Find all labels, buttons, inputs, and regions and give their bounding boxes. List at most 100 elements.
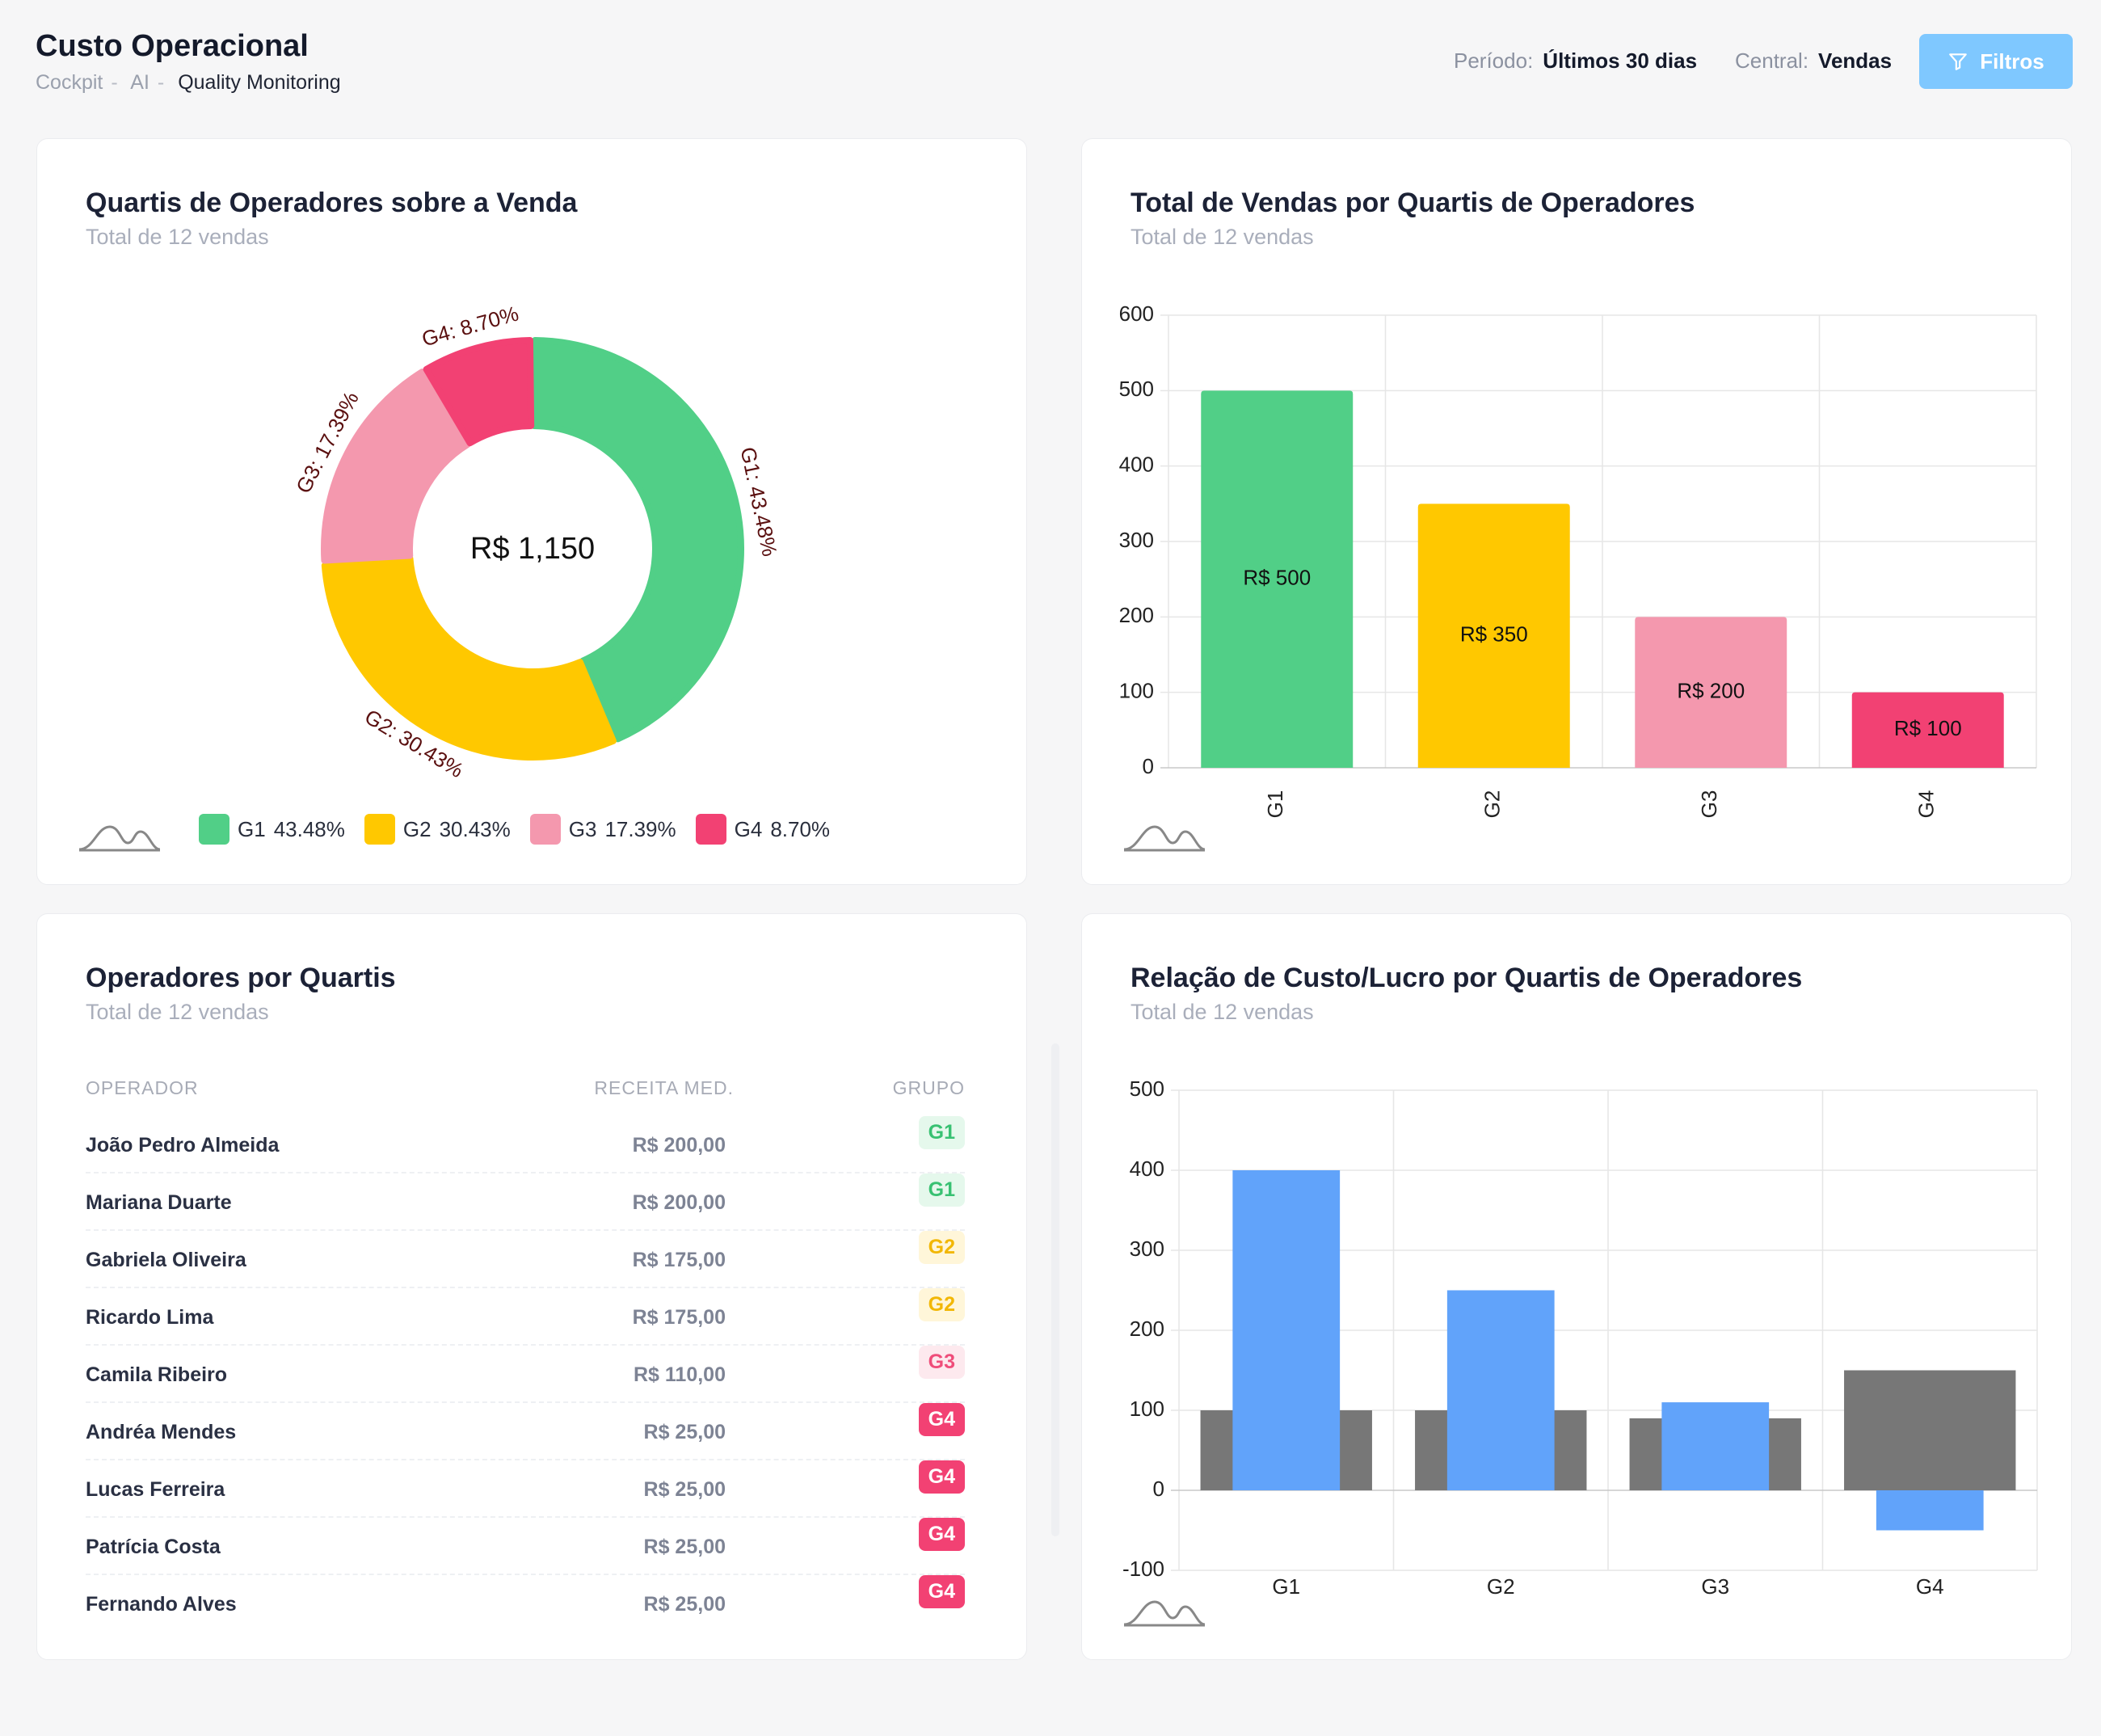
y-tick-label: 200 [1119, 603, 1154, 627]
y-tick-label: 0 [1153, 1477, 1164, 1501]
breadcrumb-item-cockpit[interactable]: Cockpit [36, 71, 103, 94]
table-row[interactable]: Lucas Ferreira R$ 25,00 G4 [86, 1460, 965, 1518]
x-tick-label: G4 [1914, 790, 1939, 819]
profit-bar-g3 [1661, 1402, 1770, 1490]
card-title: Total de Vendas por Quartis de Operadore… [1130, 188, 1695, 218]
y-tick-label: 100 [1130, 1397, 1164, 1421]
brand-wave-icon [78, 825, 161, 852]
page-title: Custo Operacional [36, 29, 309, 63]
table-row[interactable]: João Pedro Almeida R$ 200,00 G1 [86, 1116, 965, 1173]
y-tick-label: 500 [1130, 1077, 1164, 1101]
cost-profit-card: Relação de Custo/Lucro por Quartis de Op… [1081, 913, 2072, 1660]
operator-name: Mariana Duarte [86, 1191, 232, 1214]
profit-bar-g1 [1232, 1170, 1341, 1490]
period-selector[interactable]: Período: Últimos 30 dias [1454, 48, 1697, 74]
column-header-revenue[interactable]: RECEITA MED. [594, 1077, 734, 1098]
donut-slice-g3 [321, 369, 471, 564]
y-tick-label: 400 [1130, 1157, 1164, 1181]
legend-item-g2[interactable]: G2 30.43% [364, 814, 511, 845]
x-tick-label: G1 [1272, 1574, 1300, 1599]
breadcrumb: Cockpit - AI - Quality Monitoring [36, 71, 349, 95]
bar-g4 [1851, 692, 2004, 768]
bar-data-label: R$ 100 [1894, 716, 1962, 740]
operator-name: João Pedro Almeida [86, 1134, 280, 1157]
table-row[interactable]: Patrícia Costa R$ 25,00 G4 [86, 1518, 965, 1575]
operator-name: Andréa Mendes [86, 1421, 237, 1443]
legend-swatch [364, 814, 395, 845]
sales-bar-chart: 0 100 200 300 400 500 600 R$ 500 G1 R$ 350 G2 R$ 20… [1119, 301, 2037, 819]
operator-revenue: R$ 200,00 [632, 1191, 726, 1214]
legend-pct: 17.39% [604, 816, 676, 841]
table-row[interactable]: Mariana Duarte R$ 200,00 G1 [86, 1173, 965, 1231]
operator-revenue: R$ 175,00 [632, 1306, 726, 1329]
brand-wave-icon [1123, 1600, 1206, 1627]
operator-revenue: R$ 25,00 [643, 1536, 726, 1558]
legend-label: G4 [734, 816, 763, 841]
operator-revenue: R$ 25,00 [643, 1593, 726, 1616]
bar-g2 [1417, 504, 1570, 768]
legend-item-g3[interactable]: G3 17.39% [529, 814, 676, 845]
filters-button[interactable]: Filtros [1919, 34, 2073, 89]
y-tick-label: 500 [1119, 377, 1154, 401]
card-subtitle: Total de 12 vendas [86, 1000, 269, 1024]
breadcrumb-separator: - [157, 71, 165, 94]
x-tick-label: G1 [1263, 790, 1287, 819]
breadcrumb-separator: - [111, 71, 118, 94]
operator-revenue: R$ 175,00 [632, 1249, 726, 1271]
table-scrollbar[interactable] [1051, 1043, 1059, 1536]
table-row[interactable]: Ricardo Lima R$ 175,00 G2 [86, 1288, 965, 1346]
card-title: Quartis de Operadores sobre a Venda [86, 188, 578, 218]
breadcrumb-item-ai[interactable]: AI [130, 71, 149, 94]
x-tick-label: G3 [1701, 1574, 1729, 1599]
bar-g1 [1201, 390, 1354, 768]
donut-slice-g2 [321, 555, 617, 761]
table-row[interactable]: Gabriela Oliveira R$ 175,00 G2 [86, 1231, 965, 1288]
page-header: Custo Operacional Cockpit - AI - Quality M… [0, 0, 2101, 121]
legend-label: G3 [568, 816, 597, 841]
x-tick-label: G3 [1697, 790, 1721, 819]
operator-name: Gabriela Oliveira [86, 1249, 246, 1271]
group-badge: G2 [918, 1231, 965, 1264]
column-header-operator[interactable]: OPERADOR [86, 1077, 199, 1098]
operator-name: Ricardo Lima [86, 1306, 214, 1329]
legend-item-g1[interactable]: G1 43.48% [199, 814, 345, 845]
period-label: Período: [1454, 48, 1534, 73]
table-row[interactable]: Fernando Alves R$ 25,00 G4 [86, 1575, 965, 1617]
bar-g3 [1635, 617, 1787, 768]
operator-revenue: R$ 200,00 [632, 1134, 726, 1157]
y-tick-label: 400 [1119, 453, 1154, 477]
legend-swatch [529, 814, 561, 845]
y-tick-label: 600 [1119, 301, 1154, 326]
operators-table: OPERADOR RECEITA MED. GRUPO João Pedro A… [86, 1060, 965, 1617]
cost-bar-g4 [1844, 1370, 2016, 1490]
column-header-group[interactable]: GRUPO [892, 1077, 965, 1098]
card-subtitle: Total de 12 vendas [1130, 225, 1314, 249]
cost-profit-bar-chart: -100 0 100 200 300 400 500 G1 G2 G3 G4 [1122, 1077, 2038, 1599]
filters-button-label: Filtros [1980, 48, 2044, 74]
sales-card: Total de Vendas por Quartis de Operadore… [1081, 138, 2072, 885]
legend-label: G1 [238, 816, 266, 841]
legend-item-g4[interactable]: G4 8.70% [695, 814, 830, 845]
donut-slice-g4 [423, 337, 535, 447]
operator-name: Camila Ribeiro [86, 1363, 228, 1386]
operator-revenue: R$ 25,00 [643, 1478, 726, 1501]
y-tick-label: 300 [1130, 1237, 1164, 1261]
x-tick-label: G4 [1916, 1574, 1944, 1599]
table-row[interactable]: Andréa Mendes R$ 25,00 G4 [86, 1403, 965, 1460]
group-badge: G4 [918, 1403, 965, 1436]
x-tick-label: G2 [1487, 1574, 1515, 1599]
card-subtitle: Total de 12 vendas [1130, 1000, 1314, 1024]
central-label: Central: [1735, 48, 1809, 73]
card-subtitle: Total de 12 vendas [86, 225, 269, 249]
brand-wave-icon [1123, 825, 1206, 852]
breadcrumb-item-current: Quality Monitoring [178, 71, 341, 94]
donut-legend: G1 43.48% G2 30.43% G3 17.39% G4 8.70% [199, 814, 830, 845]
legend-swatch [199, 814, 229, 845]
group-badge: G4 [918, 1460, 965, 1494]
profit-bar-g2 [1446, 1290, 1555, 1490]
legend-pct: 43.48% [273, 816, 345, 841]
central-value: Vendas [1818, 48, 1893, 73]
central-selector[interactable]: Central: Vendas [1735, 48, 1892, 74]
table-row[interactable]: Camila Ribeiro R$ 110,00 G3 [86, 1346, 965, 1403]
operator-name: Fernando Alves [86, 1593, 237, 1616]
